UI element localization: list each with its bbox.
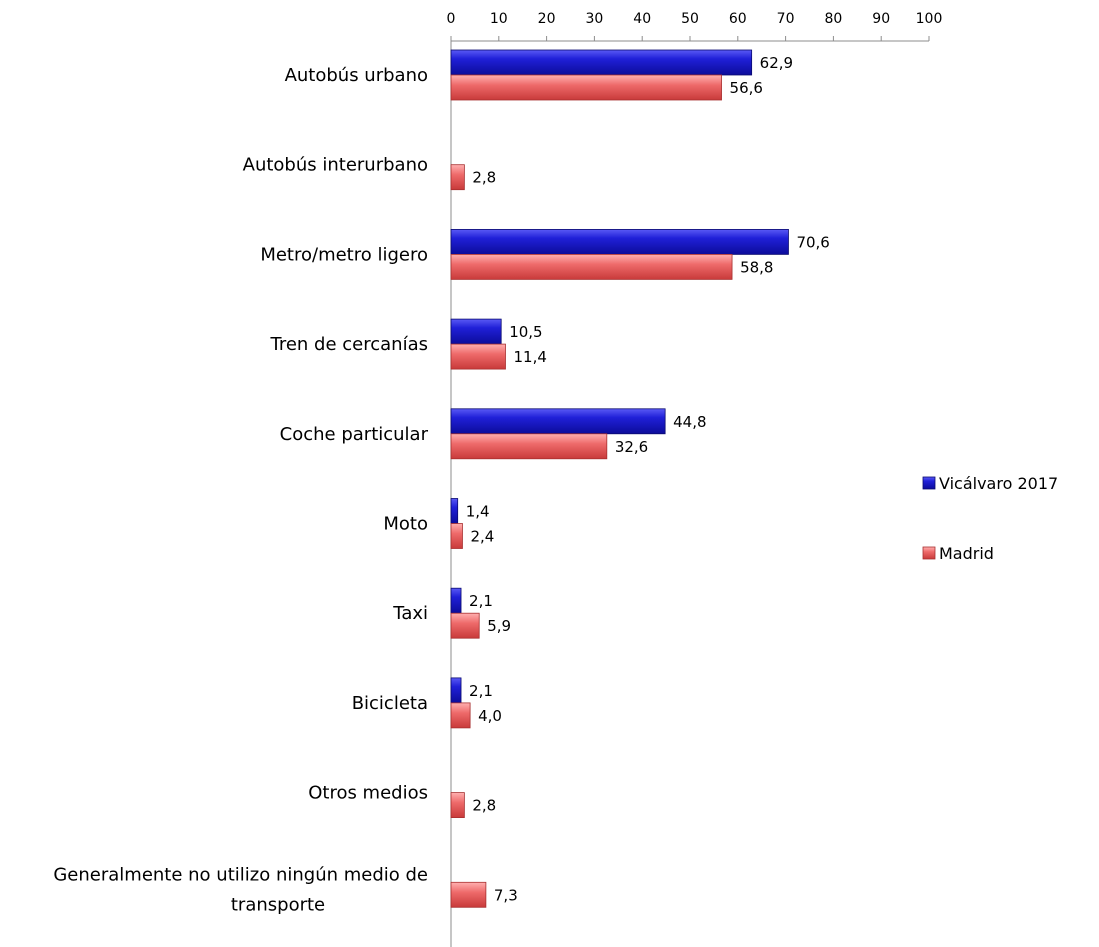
category-label: Coche particular (280, 424, 429, 445)
legend-swatch (922, 546, 936, 560)
x-tick-label: 90 (872, 11, 890, 27)
data-label: 1,4 (466, 503, 490, 521)
data-label: 58,8 (740, 258, 773, 276)
data-label: 70,6 (796, 233, 829, 251)
category-label: Bicicleta (352, 693, 428, 714)
legend-label: Madrid (939, 544, 994, 563)
category-label: Moto (383, 514, 428, 535)
bars (450, 49, 789, 908)
data-label: 11,4 (513, 348, 546, 366)
category-label: Taxi (392, 603, 428, 624)
bar-vicalvaro (450, 677, 462, 704)
x-tick-label: 20 (538, 11, 556, 27)
data-label: 4,0 (478, 707, 502, 725)
x-tick-label: 80 (824, 11, 842, 27)
data-label: 7,3 (494, 886, 518, 904)
category-label: Generalmente no utilizo ningún medio de t… (53, 864, 428, 915)
bar-madrid (450, 792, 465, 818)
bar-vicalvaro (450, 408, 666, 435)
data-label: 2,1 (469, 682, 493, 700)
x-tick-label: 60 (729, 11, 747, 27)
legend: Vicálvaro 2017 Madrid (922, 474, 1058, 563)
bar-madrid (450, 881, 487, 908)
bar-madrid (450, 343, 506, 370)
x-tick-label: 10 (490, 11, 508, 27)
data-label: 62,9 (760, 54, 793, 72)
bar-madrid (450, 702, 471, 729)
data-label: 10,5 (509, 323, 542, 341)
x-tick-label: 70 (777, 11, 795, 27)
bar-madrid (450, 612, 480, 639)
category-label: Otros medios (308, 783, 428, 804)
bar-vicalvaro (450, 228, 789, 255)
bar-madrid (450, 74, 722, 101)
data-label: 2,1 (469, 592, 493, 610)
data-label: 5,9 (487, 617, 511, 635)
bar-madrid (450, 433, 608, 460)
category-label: Autobús interurbano (243, 155, 428, 176)
bar-madrid (450, 164, 465, 191)
category-label: Autobús urbano (285, 65, 428, 86)
x-tick-label: 40 (633, 11, 651, 27)
bar-vicalvaro (450, 318, 502, 345)
legend-swatch (922, 476, 936, 490)
bar-vicalvaro (450, 498, 459, 524)
labels: Autobús urbano Autobús interurbano Metro/m… (53, 54, 830, 915)
x-tick-label: 0 (447, 11, 456, 27)
data-label: 2,8 (472, 169, 496, 187)
x-tick-label: 30 (585, 11, 603, 27)
bar-madrid (450, 523, 463, 549)
data-label: 2,4 (470, 528, 494, 546)
x-tick-label: 50 (681, 11, 699, 27)
category-label: Metro/metro ligero (260, 244, 428, 265)
bar-vicalvaro (450, 49, 753, 76)
legend-label: Vicálvaro 2017 (939, 474, 1058, 493)
data-label: 32,6 (615, 438, 648, 456)
data-label: 44,8 (673, 413, 706, 431)
bar-vicalvaro (450, 587, 462, 614)
axes: 0 10 20 30 40 50 60 70 80 90 100 (447, 11, 943, 947)
bar-madrid (450, 253, 733, 280)
category-label: Tren de cercanías (270, 334, 429, 355)
x-tick-label: 100 (916, 11, 943, 27)
data-label: 2,8 (472, 797, 496, 815)
data-label: 56,6 (730, 79, 763, 97)
